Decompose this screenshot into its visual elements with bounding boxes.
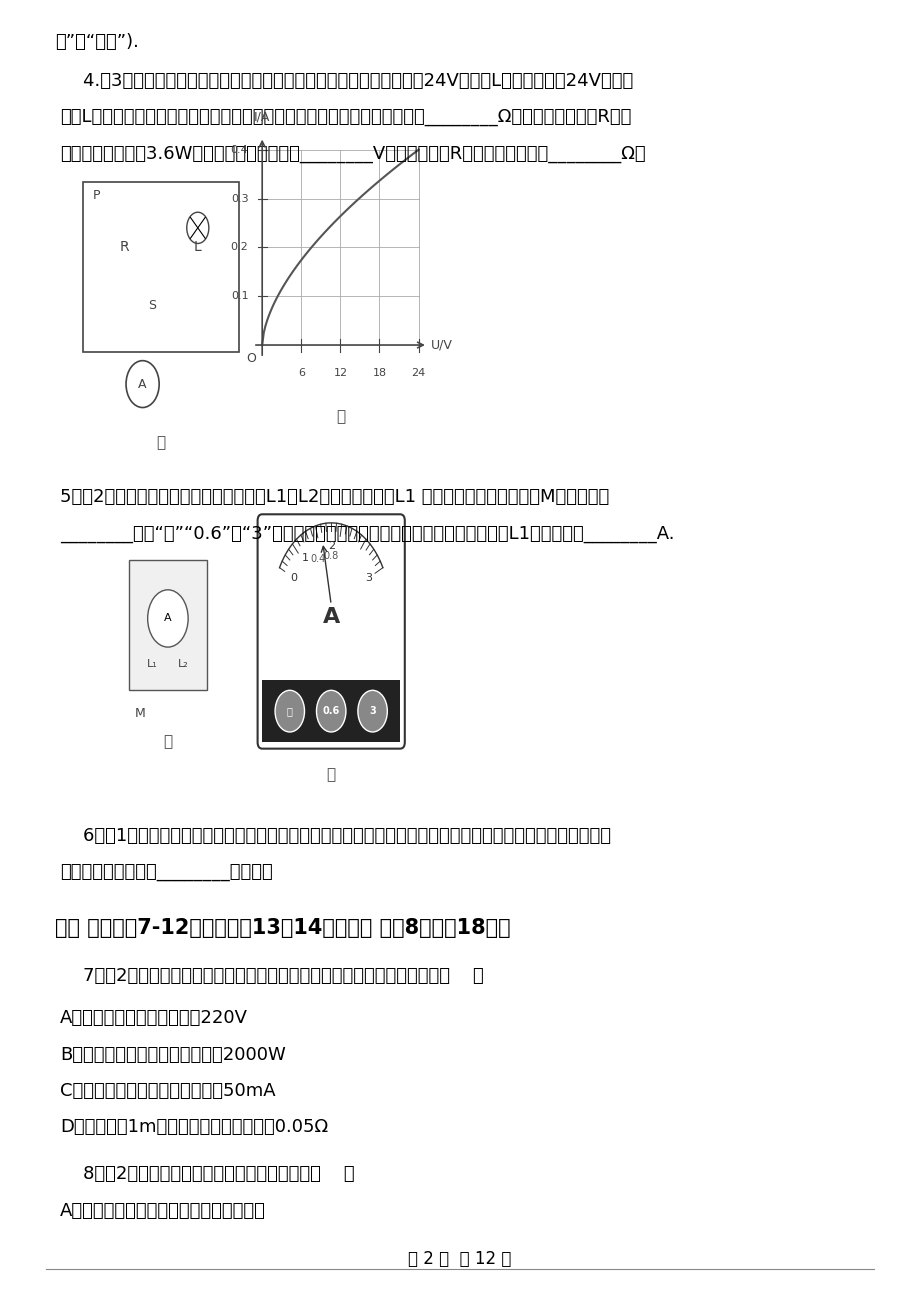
Text: 8．（2分）下列有关内能的说法中，正确的是（    ）: 8．（2分）下列有关内能的说法中，正确的是（ ） — [60, 1165, 354, 1184]
Text: 0.3: 0.3 — [231, 194, 248, 203]
Circle shape — [316, 690, 346, 732]
Text: 0.2: 0.2 — [231, 242, 248, 253]
Circle shape — [147, 590, 188, 647]
Text: 0.1: 0.1 — [231, 292, 248, 301]
Text: A: A — [138, 378, 147, 391]
Text: 0: 0 — [290, 573, 297, 583]
Text: A: A — [323, 607, 339, 628]
Text: L: L — [194, 241, 201, 254]
Text: L₂: L₂ — [178, 659, 188, 669]
Circle shape — [357, 690, 387, 732]
Bar — [129, 560, 207, 690]
Text: 0.4: 0.4 — [310, 555, 325, 565]
Text: 18: 18 — [372, 368, 386, 379]
Text: 第 2 页  共 12 页: 第 2 页 共 12 页 — [408, 1250, 511, 1268]
Text: D．实验室用1m长普通铜导线的电阻约为0.05Ω: D．实验室用1m长普通铜导线的电阻约为0.05Ω — [60, 1118, 327, 1137]
Text: P: P — [93, 189, 100, 202]
Text: 灯泡的实际功率为3.6W时，灯泡两端的电压是________V，滑动变阻器R连入电路的阻值是________Ω．: 灯泡的实际功率为3.6W时，灯泡两端的电压是________V，滑动变阻器R连入… — [60, 145, 645, 163]
Text: 0.8: 0.8 — [323, 551, 338, 561]
Text: 24: 24 — [411, 368, 425, 379]
Text: 灯泡L的电流跟其两端电压的关系如图乙．当灯泡正常发光时，灯丝的电阻为________Ω．调节滑动变阻器R，使: 灯泡L的电流跟其两端电压的关系如图乙．当灯泡正常发光时，灯丝的电阻为______… — [60, 108, 630, 126]
Text: 6．（1分）用同样功率的电磁炉分别给相同质量、相同初温的水和食用油加热，开始阶段发现食用油温度升高: 6．（1分）用同样功率的电磁炉分别给相同质量、相同初温的水和食用油加热，开始阶段… — [60, 827, 610, 845]
Text: 乙: 乙 — [335, 409, 345, 424]
Text: B．家用空气净化器的电功率约为2000W: B．家用空气净化器的电功率约为2000W — [60, 1046, 285, 1064]
Text: ________（填“－”“0.6”或“3”）接线柱，此时电流表的示数如图乙所示，则电灯L1中的电流为________A.: ________（填“－”“0.6”或“3”）接线柱，此时电流表的示数如图乙所示… — [60, 525, 674, 543]
FancyBboxPatch shape — [257, 514, 404, 749]
Circle shape — [275, 690, 304, 732]
Text: 3: 3 — [369, 706, 376, 716]
Text: －: － — [287, 706, 292, 716]
Text: 12: 12 — [333, 368, 347, 379]
Text: A．物体吸收热量后，内能增加，温度升高: A．物体吸收热量后，内能增加，温度升高 — [60, 1202, 266, 1220]
Text: U/V: U/V — [430, 339, 452, 352]
Text: 小”或“不变”).: 小”或“不变”). — [55, 33, 139, 51]
Text: A: A — [164, 613, 172, 624]
Text: 甲: 甲 — [164, 734, 172, 750]
Text: 乙: 乙 — [326, 767, 335, 783]
Text: R: R — [119, 241, 129, 254]
Text: I/A: I/A — [254, 111, 270, 124]
Text: O: O — [246, 352, 255, 365]
Text: 6: 6 — [298, 368, 304, 379]
Text: 0.4: 0.4 — [231, 145, 248, 155]
Text: M: M — [135, 707, 146, 720]
Text: 2: 2 — [327, 540, 335, 551]
Text: S: S — [148, 299, 155, 312]
Text: 4.（3分）有一种亮度可以调节的小台灯，其电路如图甲．电源电压为24V，灯泡L的额定电压为24V，通过: 4.（3分）有一种亮度可以调节的小台灯，其电路如图甲．电源电压为24V，灯泡L的… — [60, 72, 632, 90]
Text: 3: 3 — [365, 573, 371, 583]
Text: L₁: L₁ — [147, 659, 157, 669]
Text: 1: 1 — [301, 553, 309, 564]
Text: 甲: 甲 — [156, 435, 165, 450]
Text: C．半导体收音机的工作电流约为50mA: C．半导体收音机的工作电流约为50mA — [60, 1082, 275, 1100]
Text: A．我国的家庭电路的电压为220V: A．我国的家庭电路的电压为220V — [60, 1009, 247, 1027]
Text: 5．（2分）如图甲所示是小明用电流表测L1、L2并联电路中灯泡L1 ．电流的电路．应将线头M接电流表的: 5．（2分）如图甲所示是小明用电流表测L1、L2并联电路中灯泡L1 ．电流的电路… — [60, 488, 608, 506]
Text: 二、 选择题（7-12题为单选，13、14为双项） （共8题；共18分）: 二、 选择题（7-12题为单选，13、14为双项） （共8题；共18分） — [55, 918, 510, 937]
Bar — [262, 680, 400, 742]
Text: 7．（2分）下列有关电流、电压、电阻、电功率的数值与实际不相符的是（    ）: 7．（2分）下列有关电流、电压、电阻、电功率的数值与实际不相符的是（ ） — [60, 967, 483, 986]
Text: 0.6: 0.6 — [323, 706, 339, 716]
Text: 的快，说明食用油的________比水小．: 的快，说明食用油的________比水小． — [60, 863, 272, 881]
Circle shape — [126, 361, 159, 408]
Bar — [83, 182, 239, 352]
